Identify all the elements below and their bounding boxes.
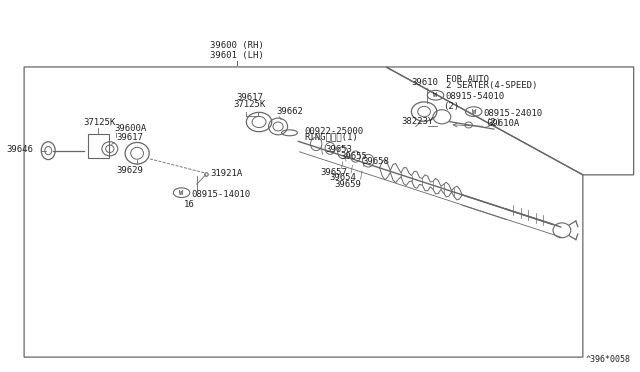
Text: 31921A: 31921A — [210, 169, 243, 178]
Text: 39617: 39617 — [237, 93, 264, 102]
Text: W: W — [433, 92, 438, 98]
Text: 00922-25000: 00922-25000 — [305, 127, 364, 136]
Text: W: W — [179, 190, 184, 196]
Text: FOR AUTO: FOR AUTO — [445, 76, 489, 84]
Bar — [88, 134, 109, 158]
Text: 39655: 39655 — [340, 152, 367, 161]
Text: 37125K: 37125K — [234, 100, 266, 109]
Text: 39662: 39662 — [277, 108, 304, 116]
Text: 08915-24010: 08915-24010 — [484, 109, 543, 118]
Text: 39654: 39654 — [329, 173, 356, 182]
Text: 39600A: 39600A — [115, 124, 147, 133]
Text: 38223Y: 38223Y — [401, 118, 433, 126]
Text: W: W — [472, 109, 476, 115]
Text: 39601 (LH): 39601 (LH) — [210, 51, 264, 60]
Text: 08915-14010: 08915-14010 — [191, 190, 250, 199]
Text: 39646: 39646 — [6, 145, 33, 154]
Text: 39617: 39617 — [116, 134, 143, 142]
Text: (2): (2) — [485, 118, 501, 127]
Text: 39610: 39610 — [412, 78, 438, 87]
Text: RINGリング(1): RINGリング(1) — [305, 132, 358, 141]
Text: 16: 16 — [184, 200, 195, 209]
Text: 37125K: 37125K — [83, 118, 115, 127]
Text: (2): (2) — [443, 102, 460, 110]
Text: 39659: 39659 — [334, 180, 361, 189]
Text: 39600 (RH): 39600 (RH) — [210, 41, 264, 50]
Text: 39610A: 39610A — [488, 119, 520, 128]
Text: 08915-54010: 08915-54010 — [445, 92, 505, 101]
Text: 39629: 39629 — [116, 166, 143, 175]
Text: 39657: 39657 — [321, 168, 348, 177]
Text: 39653: 39653 — [326, 145, 353, 154]
Text: ^396*0058: ^396*0058 — [586, 355, 630, 364]
Text: 39658: 39658 — [362, 157, 389, 166]
Text: 2 SEATER(4-SPEED): 2 SEATER(4-SPEED) — [445, 81, 537, 90]
